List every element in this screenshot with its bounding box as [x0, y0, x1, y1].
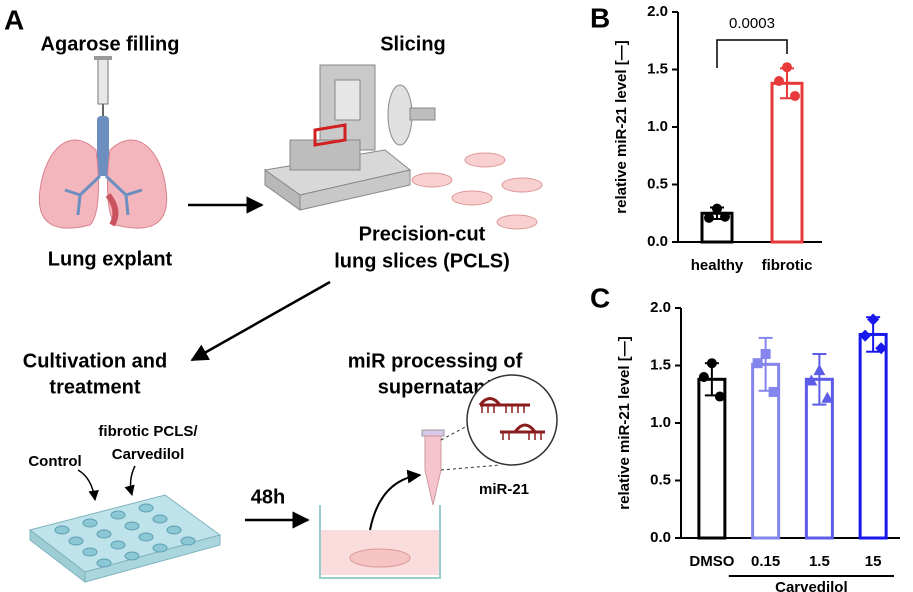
y-tick-label: 1.5: [650, 356, 671, 373]
bar: [858, 332, 888, 540]
significance-bracket: [716, 39, 788, 68]
bar: [804, 377, 834, 540]
plate-label: Carvedilol: [112, 446, 185, 463]
error-bar: [812, 353, 827, 406]
microtome-icon: [263, 64, 436, 211]
step-title: Agarose filling: [41, 33, 180, 55]
y-axis-label: relative miR-21 level [—]: [616, 336, 633, 509]
panel-label: C: [590, 282, 610, 313]
panel-label: B: [590, 2, 610, 33]
plate-label: fibrotic PCLS/: [98, 423, 198, 440]
data-point: [805, 374, 818, 386]
step-title: supernatant: [378, 376, 493, 398]
data-point: [790, 90, 800, 101]
bar: [697, 377, 727, 540]
data-point: [813, 364, 826, 376]
data-point: [821, 391, 834, 403]
y-tick-label: 2.0: [647, 3, 668, 20]
data-point: [760, 349, 771, 359]
data-point: [782, 62, 792, 73]
data-point: [706, 358, 717, 369]
y-tick-label: 0.5: [647, 175, 668, 192]
arrow: [77, 469, 99, 502]
group-label: Carvedilol: [775, 579, 848, 592]
time-label: 48h: [251, 486, 285, 508]
panel-label: A: [4, 4, 24, 35]
x-tick-label: fibrotic: [762, 257, 813, 274]
x-tick-label: 15: [865, 553, 882, 570]
p-value: 0.0003: [729, 15, 775, 32]
panel-a: A Agarose filling Lung explant Slicing: [4, 4, 558, 584]
data-point: [867, 313, 880, 326]
arrow: [124, 465, 136, 497]
beaker-icon: [319, 469, 441, 579]
data-point: [698, 372, 709, 382]
step-title: Slicing: [380, 33, 446, 55]
y-tick-label: 1.0: [650, 414, 671, 431]
plate-label: Control: [28, 453, 81, 470]
data-point: [752, 358, 763, 369]
step-title: Cultivation and: [23, 350, 167, 372]
mirna-label: miR-21: [479, 481, 529, 498]
data-point: [875, 342, 888, 355]
data-point: [714, 391, 725, 402]
step-title: Precision-cut: [359, 223, 486, 245]
y-tick-label: 0.5: [650, 471, 671, 488]
y-tick-label: 2.0: [650, 299, 671, 316]
bar: [770, 81, 804, 244]
data-point: [720, 211, 730, 222]
tube-icon: [421, 374, 558, 506]
lung-icon: [38, 116, 168, 229]
step-title: miR processing of: [348, 350, 523, 372]
step-title: lung slices (PCLS): [334, 250, 510, 272]
data-point: [704, 212, 714, 223]
y-tick-label: 0.0: [647, 233, 668, 250]
step-title: Lung explant: [48, 248, 173, 270]
data-point: [774, 76, 784, 86]
y-tick-label: 1.5: [647, 60, 668, 77]
data-point: [712, 203, 722, 214]
y-axis-label: relative miR-21 level [—]: [613, 40, 630, 213]
x-tick-label: 1.5: [809, 553, 830, 570]
slices-icon: [411, 152, 543, 230]
data-point: [768, 386, 779, 397]
step-title: treatment: [49, 376, 140, 398]
arrow: [190, 280, 331, 362]
well-plate-icon: [28, 494, 222, 584]
x-tick-label: 0.15: [751, 553, 780, 570]
y-tick-label: 1.0: [647, 118, 668, 135]
y-tick-label: 0.0: [650, 529, 671, 546]
x-tick-label: DMSO: [689, 553, 734, 570]
syringe-icon: [94, 56, 112, 116]
data-point: [859, 329, 872, 342]
x-tick-label: healthy: [691, 257, 744, 274]
